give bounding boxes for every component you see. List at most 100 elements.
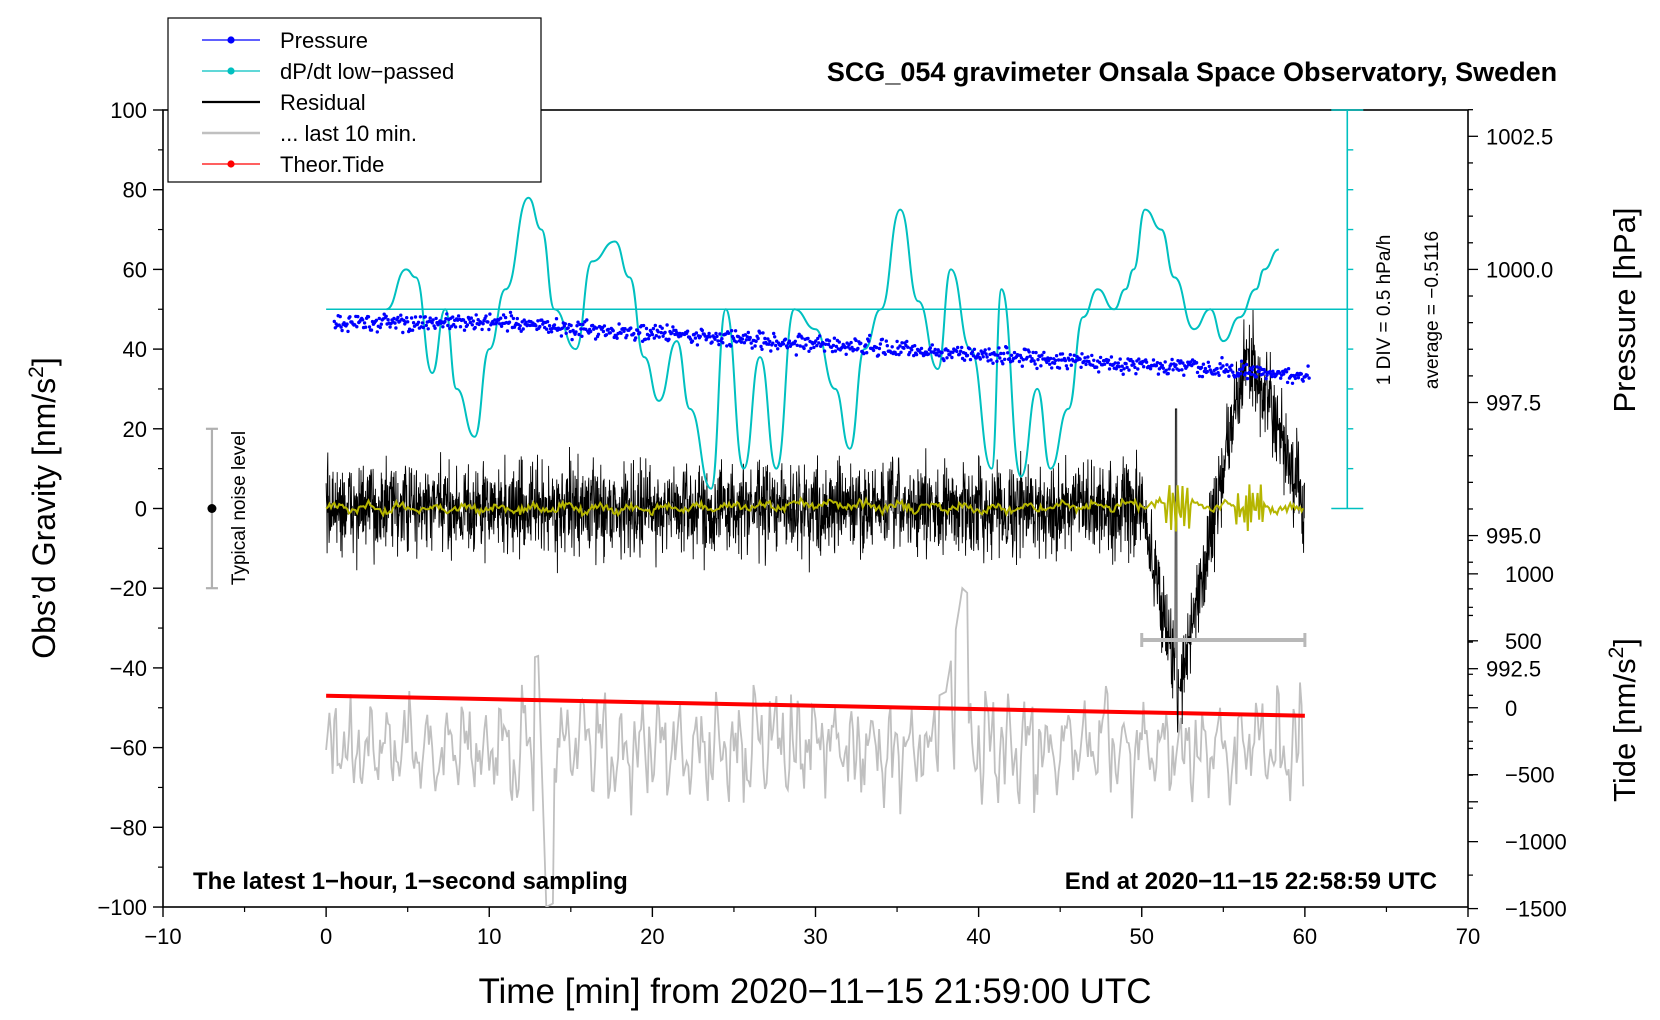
footer-right-label: End at 2020−11−15 22:58:59 UTC — [1065, 868, 1437, 895]
pressure-point — [461, 318, 466, 322]
pressure-point — [781, 342, 786, 346]
pressure-point — [895, 339, 899, 344]
pressure-point — [1125, 365, 1129, 370]
noise-level-label: Typical noise level — [229, 431, 250, 585]
pressure-point — [581, 322, 585, 327]
pressure-point — [714, 331, 718, 336]
pressure-point — [1225, 363, 1229, 367]
pressure-point — [1293, 376, 1298, 381]
pressure-point — [814, 339, 818, 343]
pressure-point — [727, 331, 731, 335]
pressure-point — [339, 325, 343, 329]
pressure-point — [1069, 363, 1074, 367]
pressure-point — [906, 345, 910, 349]
pressure-point — [1117, 365, 1121, 369]
pressure-point — [883, 352, 887, 356]
pressure-point — [1079, 365, 1083, 369]
pressure-point — [834, 344, 839, 349]
pressure-point — [734, 340, 739, 344]
pressure-point — [773, 335, 777, 339]
pressure-point — [981, 355, 985, 359]
pressure-point — [522, 318, 526, 322]
pressure-point — [1217, 373, 1221, 377]
pressure-point — [559, 334, 564, 338]
pressure-point — [345, 322, 349, 326]
pressure-point — [1054, 354, 1059, 358]
pressure-point — [486, 320, 490, 324]
pressure-point — [922, 353, 927, 357]
legend-box — [167, 17, 542, 183]
pressure-point — [1282, 372, 1286, 376]
pressure-point — [806, 336, 810, 341]
y-tick-label: 100 — [110, 98, 147, 123]
x-tick-label: 50 — [1130, 924, 1154, 949]
pressure-point — [1264, 376, 1268, 381]
pressure-point — [524, 320, 528, 324]
pressure-point — [1203, 366, 1208, 371]
pressure-point — [1160, 363, 1165, 368]
pressure-point — [545, 320, 550, 324]
pressure-point — [332, 319, 336, 324]
pressure-point — [867, 339, 871, 343]
pressure-point — [874, 345, 879, 350]
pressure-point — [740, 337, 745, 341]
pressure-point — [746, 330, 750, 335]
pressure-point — [787, 339, 792, 343]
pressure-point — [1095, 365, 1099, 369]
pressure-point — [615, 336, 619, 340]
pressure-point — [713, 337, 717, 341]
pressure-point — [997, 346, 1001, 350]
pressure-point — [844, 352, 848, 356]
pressure-point — [576, 320, 580, 324]
pressure-point — [1265, 373, 1269, 377]
pressure-point — [1257, 369, 1261, 373]
pressure-point — [1167, 367, 1171, 371]
dpdt-average-label: average = −0.5116 — [1422, 231, 1443, 389]
pressure-point — [750, 346, 754, 350]
pressure-point — [1285, 380, 1290, 385]
pressure-point — [1226, 369, 1230, 374]
pressure-point — [933, 347, 937, 352]
pressure-point — [1113, 361, 1118, 365]
pressure-point — [694, 331, 699, 335]
legend-label-dpdt: dP/dt low−passed — [280, 59, 454, 84]
pressure-point — [552, 323, 557, 327]
x-tick-label: 30 — [803, 924, 827, 949]
pressure-point — [661, 334, 665, 338]
pressure-point — [978, 357, 982, 361]
pressure-point — [378, 325, 382, 330]
tide-tick-label: 0 — [1505, 696, 1517, 721]
pressure-point — [1231, 370, 1235, 374]
pressure-point — [1299, 372, 1304, 376]
pressure-point — [739, 340, 744, 344]
pressure-point — [580, 334, 584, 338]
x-tick-label: 60 — [1293, 924, 1317, 949]
pressure-point — [1080, 352, 1084, 356]
pressure-point — [388, 325, 392, 329]
pressure-point — [431, 318, 435, 322]
pressure-point — [707, 331, 711, 336]
pressure-point — [1025, 355, 1029, 360]
pressure-point — [1215, 366, 1219, 371]
pressure-point — [468, 320, 472, 325]
pressure-point — [776, 347, 780, 351]
pressure-point — [809, 346, 813, 351]
pressure-point — [428, 316, 432, 320]
pressure-point — [420, 321, 425, 325]
pressure-point — [452, 322, 456, 327]
legend-label-last10: ... last 10 min. — [280, 121, 417, 146]
pressure-point — [945, 356, 949, 360]
pressure-point — [1142, 365, 1146, 369]
pressure-point — [1200, 374, 1205, 379]
pressure-point — [1218, 362, 1222, 366]
pressure-point — [1009, 353, 1014, 357]
pressure-point — [1136, 367, 1140, 371]
pressure-point — [926, 352, 931, 356]
pressure-point — [463, 320, 468, 324]
pressure-point — [465, 323, 470, 327]
pressure-point — [1012, 350, 1017, 355]
pressure-point — [1001, 362, 1005, 366]
pressure-point — [650, 332, 655, 337]
pressure-point — [480, 327, 484, 332]
noise-bar-center — [207, 504, 217, 513]
